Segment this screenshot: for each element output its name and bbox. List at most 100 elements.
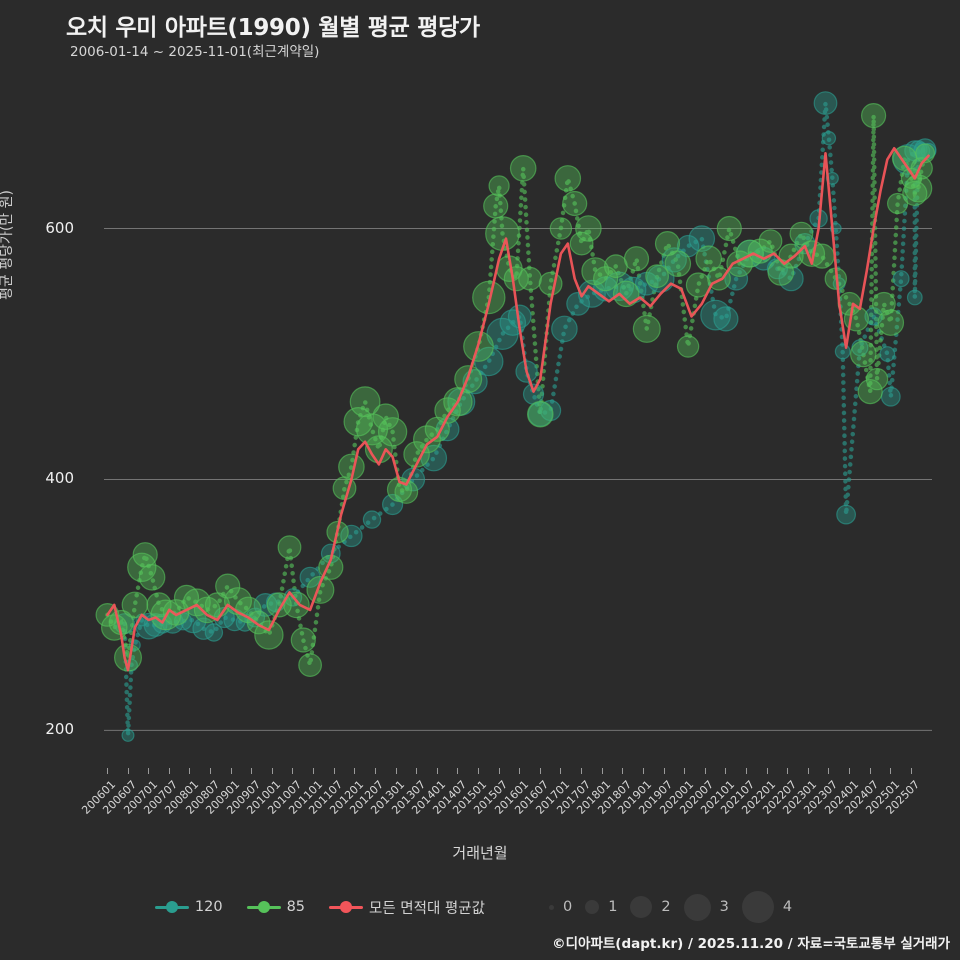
data-bubble (349, 386, 381, 418)
data-bubble (664, 250, 692, 277)
size-legend-bubble (741, 891, 774, 923)
data-bubble (362, 510, 382, 529)
x-axis-tick-mark (416, 768, 418, 774)
data-bubble (121, 591, 149, 619)
legend-dot-marker (340, 901, 353, 913)
data-bubble (612, 280, 640, 308)
size-legend-label: 2 (661, 899, 671, 915)
page-title: 오치 우미 아파트(1990) 월별 평균 평당가 (66, 15, 480, 41)
x-axis-tick-mark (828, 768, 830, 774)
average-line (106, 147, 930, 672)
data-bubble (298, 653, 323, 677)
x-axis-tick-mark (560, 768, 562, 774)
x-axis-tick-mark (622, 768, 624, 774)
x-axis-tick-mark (498, 768, 500, 774)
legend-label: 모든 면적대 평균값 (369, 900, 485, 917)
data-bubble (716, 215, 742, 242)
page-subtitle: 2006-01-14 ~ 2025-11-01(최근계약일) (70, 44, 320, 60)
data-bubble (915, 143, 935, 164)
data-bubble (758, 229, 783, 254)
data-bubble (483, 193, 509, 219)
data-bubble (204, 623, 224, 642)
size-legend-label: 1 (608, 899, 618, 915)
size-legend-bubble (548, 904, 554, 910)
x-axis-tick-mark (333, 768, 335, 774)
series-connector-120 (122, 102, 931, 736)
x-axis-tick-mark (642, 768, 644, 774)
data-bubble (138, 563, 166, 591)
data-bubble (735, 239, 764, 268)
data-bubble (540, 399, 562, 422)
data-bubble (299, 566, 321, 588)
data-bubble (834, 343, 851, 360)
data-bubble (604, 254, 628, 279)
legend-item-모든 면적대 평균값[interactable]: 모든 면적대 평균값 (329, 897, 485, 918)
data-bubble (645, 264, 669, 289)
x-axis-tick-mark (704, 768, 706, 774)
data-bubble (526, 400, 554, 428)
series-bubbles-85 (95, 102, 935, 677)
y-axis-ticks: 200 400 600 (14, 78, 74, 768)
data-bubble (880, 386, 901, 407)
data-bubble (836, 504, 856, 525)
data-bubble (857, 379, 883, 405)
data-bubble (554, 165, 582, 192)
legend-label: 85 (286, 899, 306, 915)
x-axis-tick-mark (725, 768, 727, 774)
data-bubble (290, 627, 316, 653)
legend-item-120[interactable]: 120 (154, 899, 223, 915)
data-bubble (527, 401, 553, 427)
data-bubble (518, 266, 542, 291)
size-legend-item: 0 (548, 899, 585, 915)
chart-legend: 120 85 모든 면적대 평균값 0 1 2 3 4 (0, 890, 960, 924)
data-bubble (472, 280, 506, 315)
data-bubble (538, 271, 563, 296)
data-bubble (132, 542, 158, 568)
data-bubble (372, 403, 399, 430)
x-axis-tick-mark (601, 768, 603, 774)
x-axis-tick-mark (519, 768, 521, 774)
size-legend: 0 1 2 3 4 (548, 891, 805, 923)
data-bubble (575, 215, 602, 242)
x-axis-tick-mark (849, 768, 851, 774)
x-axis-tick-mark (374, 768, 376, 774)
data-bubble (162, 599, 190, 626)
x-axis-ticks: 200601 200607 200701 200707 200801 200807 2009… (80, 768, 940, 838)
data-bubble (474, 346, 504, 377)
x-axis-tick-mark (910, 768, 912, 774)
x-axis-tick-mark (354, 768, 356, 774)
data-bubble (849, 340, 877, 368)
size-legend-item: 4 (741, 891, 805, 923)
legend-line-swatch (154, 901, 189, 913)
size-legend-item: 3 (683, 893, 742, 921)
x-axis-tick-mark (189, 768, 191, 774)
x-axis-tick-mark (745, 768, 747, 774)
data-bubble (688, 225, 716, 252)
data-bubble (865, 367, 889, 391)
legend-line-swatch (246, 901, 281, 913)
x-axis-tick-mark (148, 768, 150, 774)
data-bubble (877, 309, 905, 336)
data-bubble (192, 617, 215, 640)
data-bubble (121, 728, 135, 742)
data-bubble (821, 131, 837, 146)
data-bubble (789, 221, 814, 246)
size-legend-item: 2 (630, 896, 683, 918)
x-axis-tick-mark (807, 768, 809, 774)
y-axis-tick-label: 600 (45, 218, 74, 237)
x-axis-tick-mark (271, 768, 273, 774)
data-bubble (713, 306, 739, 332)
data-bubble (577, 279, 606, 308)
data-bubble (623, 246, 650, 272)
x-axis-tick-mark (477, 768, 479, 774)
x-axis-label: 거래년월 (452, 844, 508, 862)
data-bubble (569, 231, 594, 256)
size-legend-label: 4 (782, 899, 793, 915)
x-axis-tick-mark (436, 768, 438, 774)
series-bubbles-120 (113, 91, 937, 742)
x-axis-tick-mark (168, 768, 170, 774)
data-bubble (813, 91, 838, 116)
legend-item-85[interactable]: 85 (246, 899, 306, 915)
x-axis-tick-mark (663, 768, 665, 774)
